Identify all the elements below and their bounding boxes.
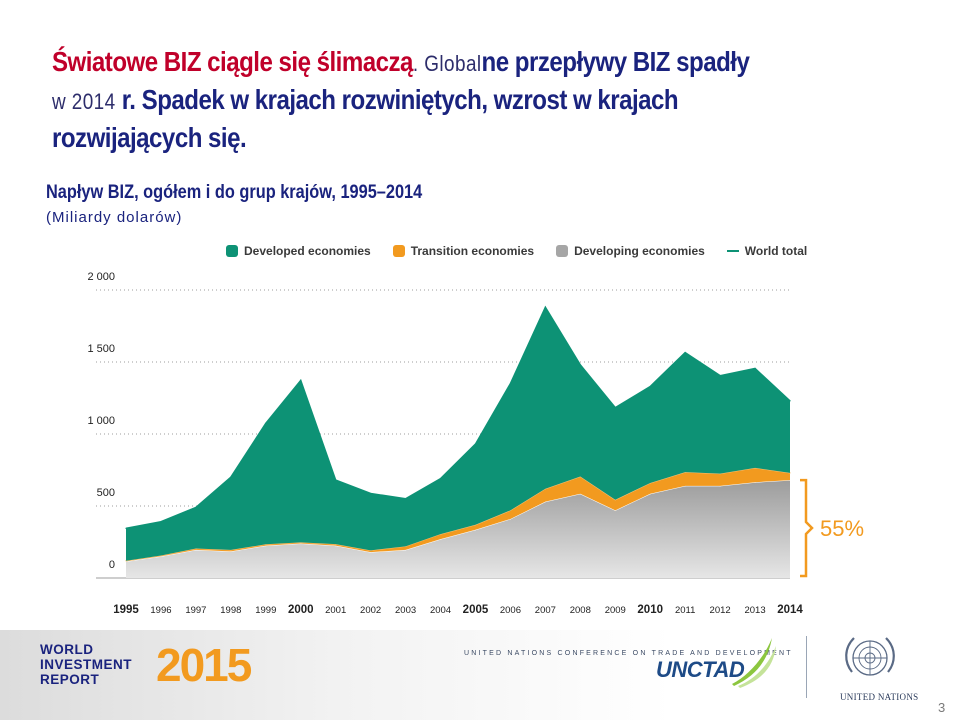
point-developed-economies-2005 xyxy=(474,443,477,445)
y-tick-label-1000: 1 000 xyxy=(87,415,115,427)
point-developed-economies-2008 xyxy=(579,364,581,366)
x-tick-label-2009: 2009 xyxy=(605,605,626,616)
point-developed-economies-2013 xyxy=(754,367,756,370)
legend-label-developing: Developing economies xyxy=(574,244,705,258)
slide-title: Światowe BIZ ciągle się ślimaczą. Global… xyxy=(52,44,809,156)
title-part3: ne przepływy BIZ spadły xyxy=(481,46,750,77)
legend-item-world-total: World total xyxy=(726,244,808,258)
annotation-label: 55% xyxy=(820,516,864,541)
legend-swatch-world-total xyxy=(726,250,739,252)
footer-divider xyxy=(806,636,807,698)
point-developed-economies-2009 xyxy=(614,407,616,409)
wir-year: 2015 xyxy=(156,639,252,691)
wir-line1: WORLD xyxy=(40,642,94,657)
footer-band xyxy=(0,630,960,720)
x-tick-label-1996: 1996 xyxy=(150,605,171,616)
wir-line2: INVESTMENT xyxy=(40,657,133,672)
y-tick-label-0: 0 xyxy=(109,559,115,571)
x-tick-label-2000: 2000 xyxy=(288,604,314,616)
y-tick-label-2000: 2 000 xyxy=(87,271,115,283)
point-developed-economies-2004 xyxy=(439,478,442,480)
title-part4: w 2014 xyxy=(52,89,116,114)
chart-subtitle: Napływ BIZ, ogółem i do grup krajów, 199… xyxy=(46,182,423,203)
point-developed-economies-2014 xyxy=(789,400,791,402)
legend-item-developed: Developed economies xyxy=(226,244,371,258)
x-tick-label-2008: 2008 xyxy=(570,605,591,616)
x-tick-label-2006: 2006 xyxy=(500,605,521,616)
x-tick-label-1999: 1999 xyxy=(255,605,276,616)
x-tick-label-1998: 1998 xyxy=(220,605,241,616)
x-tick-label-2011: 2011 xyxy=(675,605,695,616)
page-number: 3 xyxy=(938,700,946,715)
legend-item-transition: Transition economies xyxy=(392,244,535,258)
title-part2: . Global xyxy=(412,51,482,76)
area-developed-economies xyxy=(126,307,790,561)
point-developed-economies-1996 xyxy=(160,521,162,523)
x-tick-label-2003: 2003 xyxy=(395,605,416,616)
legend-swatch-developed xyxy=(226,245,238,257)
chart-unit: (Miliardy dolarów) xyxy=(46,209,183,226)
legend-label-world-total: World total xyxy=(744,244,808,258)
legend-label-developed: Developed economies xyxy=(244,244,371,258)
area-developing-economies xyxy=(126,480,790,578)
legend-label-transition: Transition economies xyxy=(410,244,535,258)
unctad-swoosh-icon xyxy=(732,638,776,688)
unctad-logo: UNCTAD xyxy=(656,657,745,682)
un-emblem-icon xyxy=(845,637,895,676)
x-tick-label-1997: 1997 xyxy=(185,605,206,616)
x-tick-label-2004: 2004 xyxy=(430,605,451,616)
x-tick-label-2002: 2002 xyxy=(360,605,381,616)
x-tick-label-2001: 2001 xyxy=(325,605,346,616)
title-part1: Światowe BIZ ciągle się ślimaczą xyxy=(52,46,413,77)
title-part6: rozwijających się. xyxy=(52,122,247,153)
chart-legend: Developed economies Transition economies… xyxy=(226,242,829,260)
x-tick-label-2014: 2014 xyxy=(777,604,803,616)
unctad-conference-text: UNITED NATIONS CONFERENCE ON TRADE AND D… xyxy=(464,650,793,657)
x-tick-label-2005: 2005 xyxy=(463,604,489,616)
x-tick-label-2013: 2013 xyxy=(744,605,765,616)
point-developed-economies-1997 xyxy=(195,506,197,509)
wir-logo-text: WORLD INVESTMENT REPORT xyxy=(40,642,155,687)
point-developed-economies-2002 xyxy=(370,492,372,495)
x-tick-label-2007: 2007 xyxy=(535,605,556,616)
y-tick-label-1500: 1 500 xyxy=(87,343,115,355)
point-developed-economies-2010 xyxy=(649,385,651,388)
point-developed-economies-1999 xyxy=(265,422,267,424)
wir-line3: REPORT xyxy=(40,672,100,687)
point-developed-economies-1998 xyxy=(230,476,232,478)
legend-item-developing: Developing economies xyxy=(556,244,705,258)
point-developed-economies-2001 xyxy=(335,479,337,481)
annotation-bracket xyxy=(800,478,814,578)
point-developed-economies-1995 xyxy=(125,527,127,529)
x-tick-label-2010: 2010 xyxy=(637,604,663,616)
un-label: UNITED NATIONS xyxy=(840,692,919,702)
area-transition-economies xyxy=(126,467,790,562)
point-developed-economies-2006 xyxy=(509,383,512,385)
point-developed-economies-2012 xyxy=(719,375,721,377)
edge-developed-economies xyxy=(125,305,791,530)
legend-swatch-developing xyxy=(556,245,569,257)
point-developed-economies-2003 xyxy=(404,498,407,500)
legend-swatch-transition xyxy=(392,245,405,257)
point-developed-economies-2011 xyxy=(684,352,686,354)
fdi-area-chart: 0 500 1 000 1 500 2 000 1995 1996 1997 1998 1999… xyxy=(87,271,864,616)
point-developed-economies-2000 xyxy=(300,379,302,382)
title-part5: r. Spadek w krajach rozwiniętych, wzrost… xyxy=(115,84,679,115)
x-tick-label-2012: 2012 xyxy=(710,605,731,616)
point-developed-economies-2007 xyxy=(544,306,546,308)
x-tick-label-1995: 1995 xyxy=(113,604,139,616)
y-tick-label-500: 500 xyxy=(97,487,115,499)
